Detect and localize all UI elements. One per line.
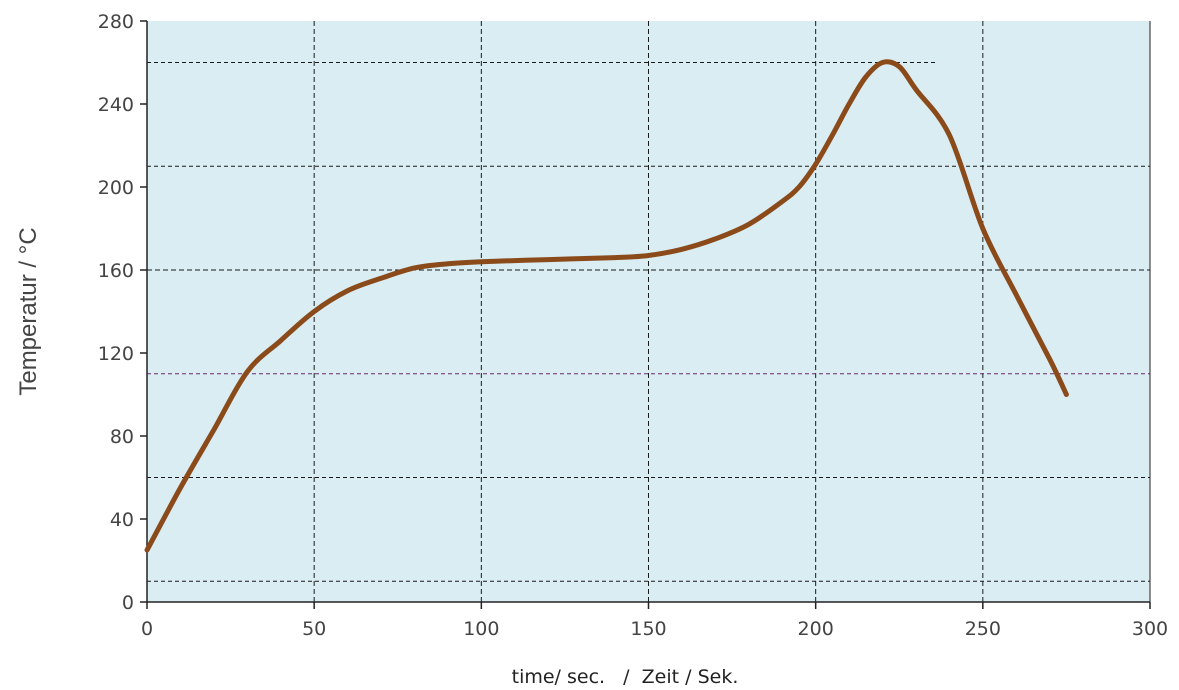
- grid-lines: [147, 21, 1150, 602]
- y-tick-label-120: 120: [98, 343, 134, 365]
- y-tick-label-80: 80: [110, 426, 134, 448]
- y-tick-labels: 0 40 80 120 160 200 240 280: [98, 11, 134, 614]
- y-tick-label-200: 200: [98, 177, 134, 199]
- y-tick-label-0: 0: [122, 592, 134, 614]
- x-tick-label-150: 150: [630, 618, 666, 640]
- x-tick-label-200: 200: [798, 618, 834, 640]
- temperature-series-line: [144, 59, 1069, 553]
- series-layer: [144, 59, 1069, 553]
- reference-lines: [147, 62, 1150, 582]
- x-tick-label-300: 300: [1132, 618, 1168, 640]
- y-axis-title: Temperatur / °C: [15, 227, 42, 395]
- y-tick-label-280: 280: [98, 11, 134, 33]
- x-tick-label-100: 100: [463, 618, 499, 640]
- x-axis-title: time/ sec. / Zeit / Sek.: [512, 666, 739, 688]
- x-tick-label-50: 50: [302, 618, 326, 640]
- x-tick-label-0: 0: [141, 618, 153, 640]
- y-tick-label-40: 40: [110, 509, 134, 531]
- y-tick-label-240: 240: [98, 94, 134, 116]
- x-tick-label-250: 250: [965, 618, 1001, 640]
- axes: [140, 20, 1151, 609]
- x-tick-labels: 0 50 100 150 200 250 300: [141, 618, 1168, 640]
- y-tick-label-160: 160: [98, 260, 134, 282]
